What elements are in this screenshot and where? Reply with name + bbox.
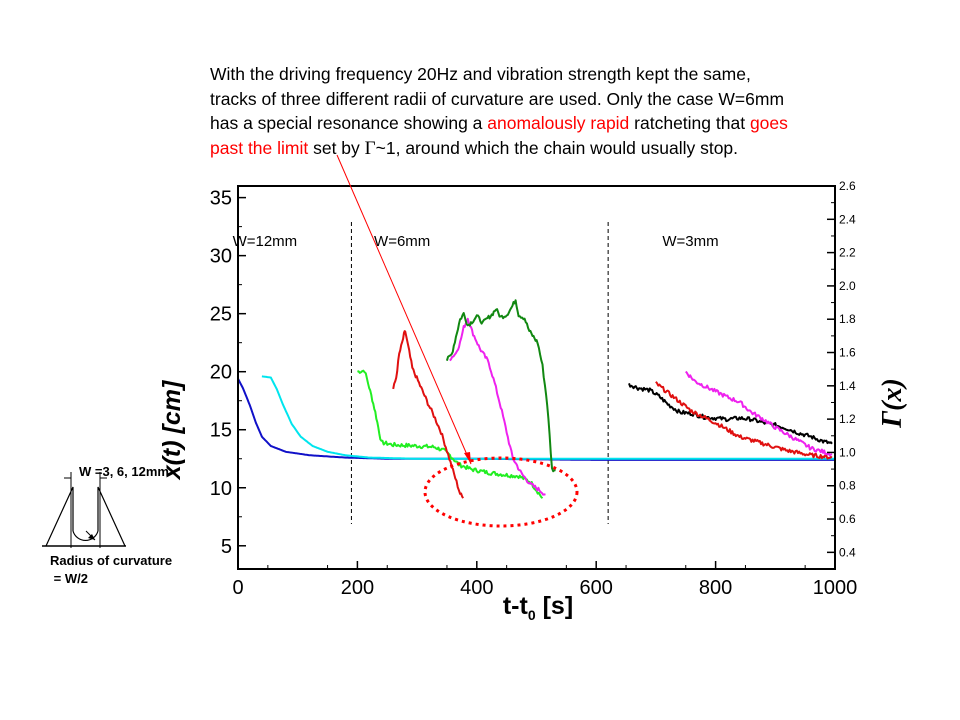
y-tick-label: 5 [221, 536, 232, 558]
x-tick-label: 800 [699, 577, 732, 599]
y2-tick-label: 2.0 [839, 279, 856, 293]
y2-tick-label: 2.6 [839, 179, 856, 193]
x-tick-label: 1000 [813, 577, 858, 599]
plot-frame [237, 185, 836, 570]
y2-tick-label: 1.8 [839, 312, 856, 326]
inset-radius-arrow-head [88, 534, 95, 540]
x-axis-label: t-t0 [s] [503, 592, 573, 623]
caption-highlight-limit: past the limit [210, 137, 309, 158]
y2-tick-label: 0.4 [839, 545, 856, 559]
caption-line-3-a: has a special resonance showing a [210, 113, 488, 133]
region-label: W=12mm [233, 233, 298, 250]
plot-area: W=12mm W=6mm W=3mm [233, 222, 719, 524]
x-tick-label: 200 [341, 577, 374, 599]
series-line-magenta [449, 317, 546, 496]
region-label: W=6mm [374, 233, 430, 250]
x-tick-label: 600 [580, 577, 613, 599]
y-tick-label: 25 [210, 304, 232, 326]
caption-line-3-b: ratcheting that [629, 113, 750, 133]
series-line-red [392, 330, 464, 499]
inset-radius-value: = W/2 [50, 571, 88, 586]
caption-highlight-rapid: anomalously rapid [487, 113, 630, 133]
y-tick-label: 15 [210, 420, 232, 442]
y2-tick-label: 1.4 [839, 379, 856, 393]
series-line-green [357, 369, 544, 499]
caption-line-2: tracks of three different radii of curva… [210, 88, 785, 109]
caption-highlight-goes: goes [749, 113, 788, 133]
x-tick-label: 0 [232, 577, 243, 599]
annotation-arrow-line [336, 154, 472, 465]
y-tick-label: 20 [210, 362, 232, 384]
inset-width-label: W =3, 6, 12mm [79, 464, 169, 479]
inset-curved-bottom [72, 530, 99, 542]
annotation [336, 154, 579, 528]
caption-line-4-b: ~1, around which the chain would usually… [375, 137, 739, 158]
y-axis-label: x(t) [cm] [158, 379, 186, 481]
gamma-symbol: Γ [364, 137, 376, 159]
y2-tick-label: 1.6 [839, 346, 856, 360]
caption-line-4: past the limit set by Γ~1, around which … [210, 136, 915, 162]
y-tick-label: 10 [210, 478, 232, 500]
annotation-arrow-head [464, 452, 471, 464]
inset-left-wall [45, 486, 74, 547]
series-line-red [655, 381, 833, 460]
annotation-ellipse [423, 456, 579, 528]
y2-tick-label: 1.0 [839, 445, 856, 459]
caption-line-1: With the driving frequency 20Hz and vibr… [210, 64, 751, 84]
y2-tick-label: 0.6 [839, 512, 856, 526]
caption-line-4-a: set by [308, 137, 365, 158]
y2-axis-label: Γ(x) [877, 378, 908, 429]
series-line-black [628, 383, 833, 445]
axes: 0 200 400 600 800 1000 5 10 15 20 25 30 35 0.4 0.6 0.8 1… [210, 179, 858, 599]
series-line-cyan [261, 375, 835, 460]
track-cross-section-inset: W =3, 6, 12mm Radius of curvature = W/2 [42, 464, 172, 586]
y2-tick-label: 2.2 [839, 246, 856, 260]
series-line-magenta [685, 370, 833, 457]
y2-tick-label: 0.8 [839, 479, 856, 493]
caption: With the driving frequency 20Hz and vibr… [210, 62, 915, 161]
caption-line-3: has a special resonance showing a anomal… [210, 111, 915, 136]
region-label: W=3mm [662, 233, 718, 250]
y2-tick-label: 2.4 [839, 212, 856, 226]
y-tick-label: 30 [210, 246, 232, 268]
x-tick-label: 400 [460, 577, 493, 599]
series-line-darkgreen [445, 299, 556, 473]
inset-radius-label: Radius of curvature [50, 553, 172, 568]
inset-right-wall [97, 486, 126, 547]
y-tick-label: 35 [210, 188, 232, 210]
series-layer [237, 299, 835, 499]
y2-tick-label: 1.2 [839, 412, 856, 426]
